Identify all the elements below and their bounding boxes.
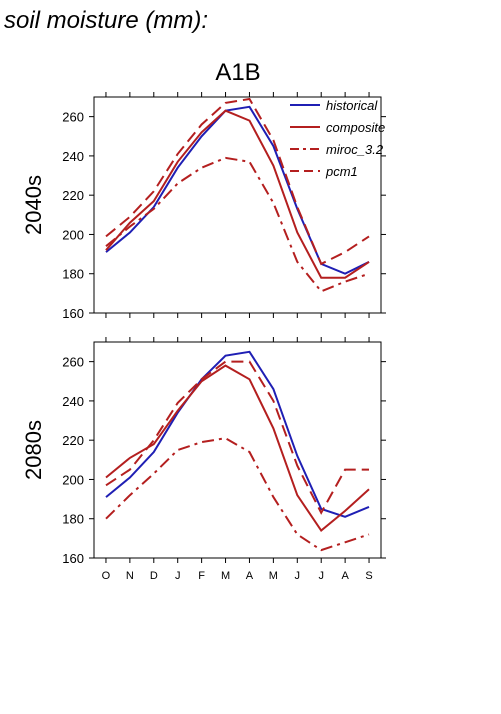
x-tick-label: J [318,570,324,582]
x-tick-label: A [341,570,349,582]
panel-2080s: 160 180 200 220 240 260 O N D J F M A M J J A S 2080s [21,337,386,582]
x-tick-label: S [365,570,372,582]
y-tick-label: 220 [62,188,84,203]
series-line-composite [105,364,370,532]
figure-title: soil moisture (mm): [4,7,208,34]
y-tick-label: 200 [62,472,84,487]
series-line-pcm1 [105,360,369,515]
legend-label: pcm1 [325,164,358,179]
y-tick-label: 200 [62,227,84,242]
series-line-miroc-3-2 [105,437,370,552]
y-tick-label: 180 [62,267,84,282]
y-tick-label: 240 [62,149,84,164]
y-tick-label: 220 [62,433,84,448]
y-tick-label: 160 [62,551,84,566]
legend-label: miroc_3.2 [326,142,384,157]
scenario-title: A1B [215,59,260,86]
x-tick-label: F [198,570,205,582]
x-tick-label: M [221,570,230,582]
x-tick-label: A [246,570,254,582]
y-tick-label: 260 [62,355,84,370]
y-tick-label: 240 [62,394,84,409]
x-tick-label: D [150,570,158,582]
legend: historical composite miroc_3.2 pcm1 [290,98,385,179]
series-line-historical [105,350,370,518]
series-line-composite [105,109,370,279]
panel-label: 2080s [21,420,46,480]
x-tick-label: J [175,570,181,582]
panel-label: 2040s [21,175,46,235]
series-line-miroc-3-2 [105,156,370,293]
x-tick-label: M [269,570,278,582]
series-line-pcm1 [105,97,370,266]
legend-label: historical [326,98,378,113]
y-tick-label: 180 [62,512,84,527]
x-tick-label: J [295,570,301,582]
plot-frame [93,341,382,559]
plot-frame [93,96,382,314]
x-tick-label: N [126,570,134,582]
y-tick-label: 160 [62,306,84,321]
panel-2040s: 160 180 200 220 240 260 2040s historical composi… [21,92,386,321]
x-tick-label: O [102,570,111,582]
y-tick-label: 260 [62,110,84,125]
legend-label: composite [326,120,385,135]
